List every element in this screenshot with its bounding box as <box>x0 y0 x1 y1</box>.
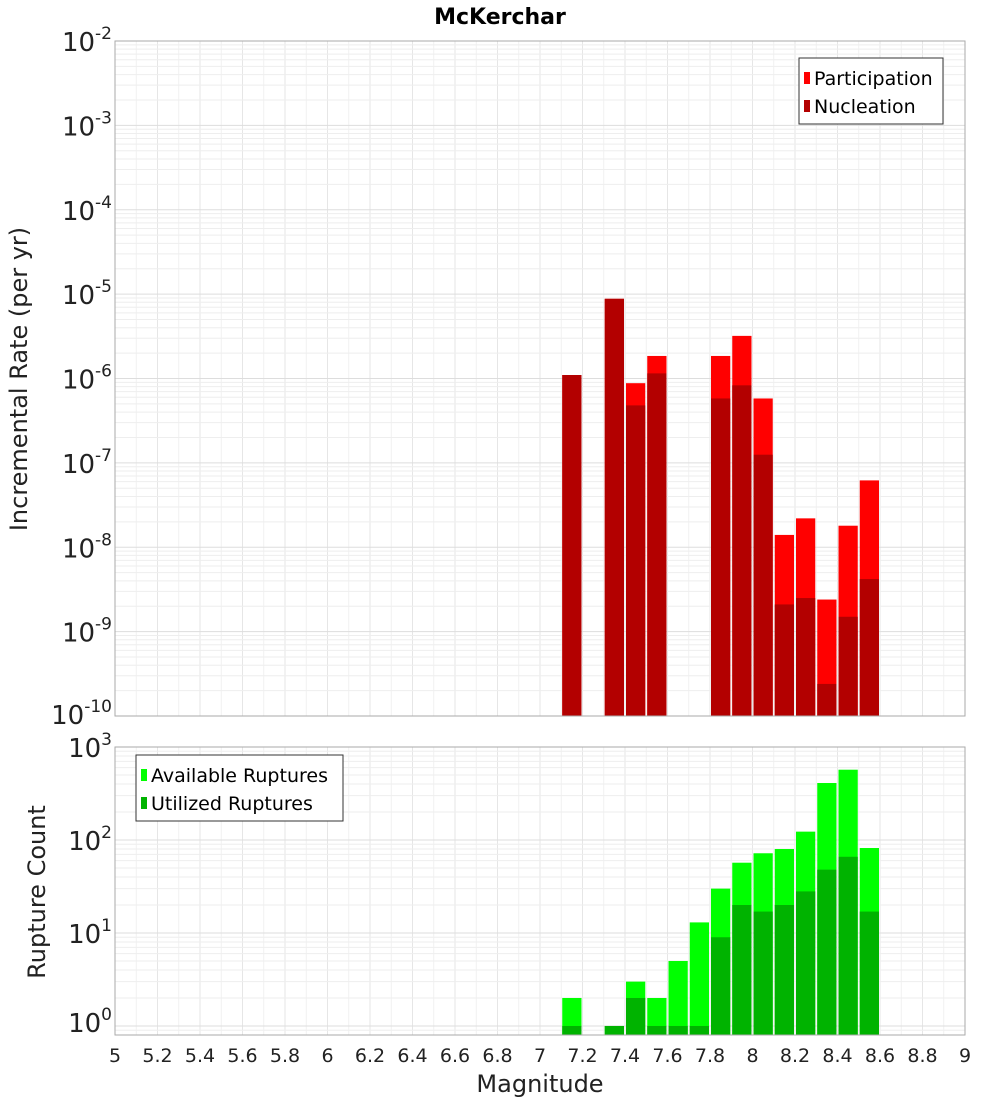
legend-label: Utilized Ruptures <box>151 793 313 815</box>
x-tick-label: 8.6 <box>865 1045 895 1067</box>
x-tick-label: 5 <box>109 1045 121 1067</box>
x-tick-label: 5.4 <box>185 1045 215 1067</box>
bar-nucleation <box>604 298 624 716</box>
bar-utilized-ruptures <box>711 937 731 1035</box>
x-tick-label: 9 <box>959 1045 971 1067</box>
y-axis-label-top: Incremental Rate (per yr) <box>5 227 33 531</box>
tick-labels: 10-2 10-3 10-4 10-5 10-6 10-7 10-8 10-9 10-10103… <box>51 24 971 1067</box>
bar-utilized-ruptures <box>796 891 816 1035</box>
legend-swatch <box>804 72 810 84</box>
bar-nucleation <box>817 683 837 716</box>
bar-nucleation <box>647 373 667 716</box>
y-tick-label: 100 <box>68 1005 112 1039</box>
legend-swatch <box>804 100 810 112</box>
bar-available-ruptures <box>562 997 582 1035</box>
y-tick-label: 10-7 <box>62 446 112 480</box>
x-tick-label: 5.8 <box>270 1045 300 1067</box>
bar-utilized-ruptures <box>774 904 794 1035</box>
bar-utilized-ruptures <box>647 1025 667 1035</box>
bar-nucleation <box>732 385 752 716</box>
y-tick-label: 102 <box>68 823 112 857</box>
bar-available-ruptures <box>689 922 709 1035</box>
bars <box>562 298 879 1035</box>
bar-available-ruptures <box>647 997 667 1035</box>
legend-top <box>798 57 944 125</box>
legend-swatch <box>141 797 147 809</box>
bar-nucleation <box>626 405 646 716</box>
bar-available-ruptures <box>668 960 688 1035</box>
x-tick-label: 7.6 <box>652 1045 682 1067</box>
grid <box>114 40 966 1036</box>
y-tick-label: 101 <box>68 916 112 950</box>
bar-nucleation <box>711 398 731 716</box>
x-tick-label: 8 <box>746 1045 758 1067</box>
y-axis-label-bottom: Rupture Count <box>23 805 51 979</box>
y-tick-label: 10-2 <box>62 24 112 58</box>
y-tick-label: 10-8 <box>62 530 112 564</box>
x-tick-label: 6.8 <box>482 1045 512 1067</box>
legend-swatch <box>141 769 147 781</box>
legend-bottom <box>135 754 344 822</box>
x-tick-label: 7.2 <box>567 1045 597 1067</box>
x-tick-label: 7.4 <box>610 1045 640 1067</box>
y-tick-label: 10-10 <box>51 697 112 731</box>
y-tick-label: 10-4 <box>62 193 112 227</box>
bar-utilized-ruptures <box>668 1025 688 1035</box>
bar-utilized-ruptures <box>859 911 879 1035</box>
x-tick-label: 8.4 <box>822 1045 852 1067</box>
y-tick-label: 10-6 <box>62 362 112 396</box>
bar-nucleation <box>796 598 816 716</box>
plot-frame <box>114 40 966 717</box>
bar-utilized-ruptures <box>838 856 858 1035</box>
bar-nucleation <box>859 579 879 716</box>
chart-title: McKerchar <box>434 5 566 30</box>
y-tick-label: 10-3 <box>62 108 112 142</box>
y-tick-label: 103 <box>68 730 112 764</box>
y-tick-label: 10-9 <box>62 615 112 649</box>
bar-utilized-ruptures <box>753 911 773 1035</box>
x-axis-label: Magnitude <box>476 1070 603 1098</box>
bar-nucleation <box>774 604 794 716</box>
legend-label: Available Ruptures <box>151 765 328 787</box>
bar-utilized-ruptures <box>817 869 837 1035</box>
x-tick-label: 7.8 <box>695 1045 725 1067</box>
x-tick-label: 8.8 <box>907 1045 937 1067</box>
bar-utilized-ruptures <box>604 1025 624 1035</box>
x-tick-label: 6.2 <box>355 1045 385 1067</box>
bar-utilized-ruptures <box>626 997 646 1035</box>
x-tick-label: 8.2 <box>780 1045 810 1067</box>
legend-label: Nucleation <box>814 96 916 118</box>
x-tick-label: 6.4 <box>397 1045 427 1067</box>
x-tick-label: 7 <box>534 1045 546 1067</box>
x-tick-label: 5.2 <box>142 1045 172 1067</box>
x-tick-label: 6 <box>321 1045 333 1067</box>
legend-label: Participation <box>814 68 933 90</box>
x-tick-label: 6.6 <box>440 1045 470 1067</box>
bar-nucleation <box>838 616 858 716</box>
plot-frame <box>114 746 966 1036</box>
x-tick-label: 5.6 <box>227 1045 257 1067</box>
y-tick-label: 10-5 <box>62 277 112 311</box>
plot-frames <box>114 40 966 1036</box>
bar-utilized-ruptures <box>689 1025 709 1035</box>
bar-nucleation <box>562 375 582 716</box>
bar-utilized-ruptures <box>732 904 752 1035</box>
bar-nucleation <box>753 454 773 716</box>
legends: Participation Nucleation Available Rupture… <box>135 57 944 822</box>
bar-utilized-ruptures <box>562 1025 582 1035</box>
